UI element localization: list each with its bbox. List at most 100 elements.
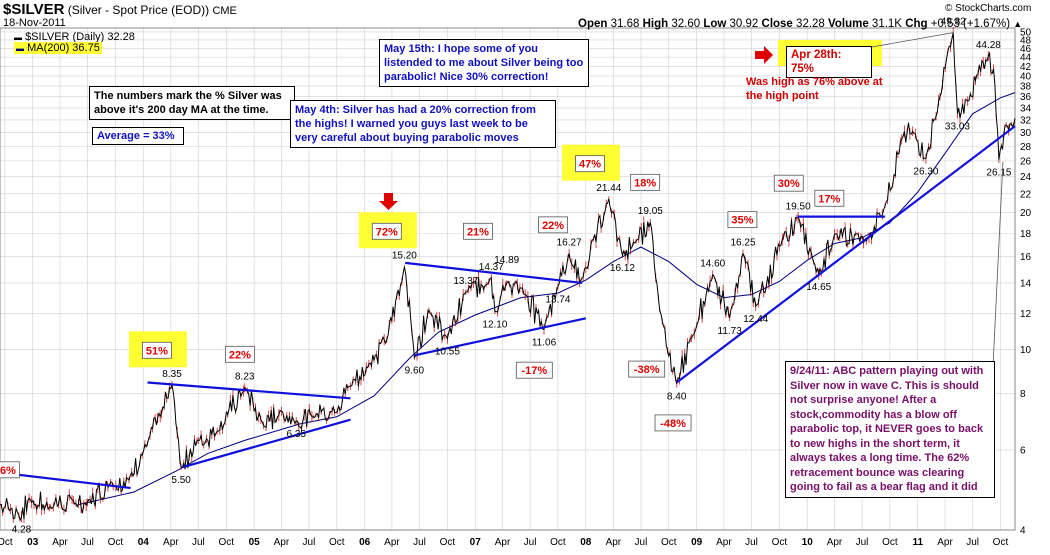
open-value: 31.68 (610, 18, 640, 30)
pct-label-box (538, 216, 568, 234)
price-label: 14.65 (806, 282, 831, 293)
y-tick-label: 20 (1020, 208, 1032, 219)
x-tick-label: Oct (882, 537, 898, 548)
pct-label: -17% (521, 365, 547, 377)
x-tick-label: 06 (359, 537, 371, 548)
trendline (405, 261, 583, 285)
symbol-name: (Silver - Spot Price (EOD)) (67, 3, 210, 17)
price-label: 21.44 (596, 183, 621, 194)
low-value: 30.92 (729, 18, 759, 30)
pct-label: 21% (467, 226, 489, 238)
pct-label: 22% (542, 220, 564, 232)
y-tick-label: 18 (1020, 229, 1032, 240)
x-tick-label: Oct (993, 537, 1009, 548)
x-tick-label: Jul (856, 537, 869, 548)
y-tick-label: 42 (1020, 62, 1032, 73)
pct-label-box (814, 189, 845, 207)
x-tick-label: Apr (606, 537, 622, 548)
price-label: 12.10 (482, 320, 507, 331)
pct-label: -38% (634, 364, 660, 376)
pct-label-box (630, 173, 661, 191)
pct-label: 35% (731, 215, 753, 227)
trendline (0, 471, 131, 490)
price-label: 19.05 (638, 206, 663, 217)
y-tick-label: 14 (1020, 278, 1032, 289)
x-tick-label: Oct (108, 537, 124, 548)
x-tick-label: 08 (580, 537, 592, 548)
note-average: Average = 33% (92, 127, 184, 145)
volume-value: 31.1K (871, 18, 902, 30)
note-may15: May 15th: I hope some of you listended t… (379, 39, 589, 87)
price-label: 5.50 (171, 475, 191, 486)
pct-label: -48% (660, 418, 686, 430)
y-tick-label: 30 (1020, 128, 1032, 139)
price-label: 26.15 (986, 168, 1011, 179)
legend-price: ▬ $SILVER (Daily) 32.28 (14, 31, 135, 43)
trendline (182, 418, 351, 469)
x-tick-label: Apr (163, 537, 179, 548)
x-tick-label: Oct (329, 537, 345, 548)
x-tick-label: Apr (495, 537, 511, 548)
price-label: 12.44 (743, 314, 768, 325)
y-tick-label: 22 (1020, 189, 1032, 200)
volume-label: Volume (828, 18, 869, 30)
y-tick-label: 24 (1020, 172, 1032, 183)
price-label: 19.50 (786, 202, 811, 213)
legend-ma: ▬ MA(200) 36.75 (14, 42, 102, 54)
trendline (147, 381, 351, 400)
pct-label-box (224, 345, 255, 363)
y-tick-label: 36 (1020, 92, 1032, 103)
pct-label: 16% (0, 465, 16, 477)
x-tick-label: Jul (524, 537, 537, 548)
price-label: 8.23 (235, 372, 255, 383)
trendline (676, 125, 1016, 384)
note-apr28: Apr 28th: 75% (786, 46, 872, 78)
price-label: 16.25 (730, 238, 755, 249)
y-tick-label: 48 (1020, 35, 1032, 46)
pct-label-box (727, 211, 758, 229)
x-tick-label: Jul (966, 537, 979, 548)
price-label: 44.28 (976, 40, 1001, 51)
note-may4: May 4th: Silver has had a 20% correction… (290, 100, 556, 148)
x-tick-label: Oct (772, 537, 788, 548)
x-tick-label: 11 (912, 537, 923, 548)
x-tick-label: Apr (52, 537, 68, 548)
high-value: 32.60 (671, 18, 701, 30)
high-label: High (642, 18, 669, 30)
pct-label-box (463, 222, 493, 240)
y-tick-label: 32 (1020, 115, 1032, 126)
trendline (414, 317, 587, 357)
x-tick-label: 04 (138, 537, 150, 548)
y-tick-label: 26 (1020, 156, 1032, 167)
y-tick-label: 38 (1020, 82, 1032, 93)
price-label: 16.12 (610, 263, 635, 274)
x-tick-label: Jul (745, 537, 758, 548)
y-tick-label: 4 (1020, 526, 1026, 537)
price-legend-icon: ▬ (14, 33, 22, 42)
price-label: 13.74 (545, 295, 570, 306)
ma-legend-icon: ▬ (16, 44, 24, 53)
x-tick-label: Oct (0, 537, 13, 548)
x-tick-label: Jul (303, 537, 316, 548)
pct-label: 17% (818, 193, 840, 205)
price-label: 14.60 (700, 259, 725, 270)
y-tick-label: 6 (1020, 446, 1026, 457)
y-tick-label: 8 (1020, 389, 1026, 400)
x-tick-label: Jul (635, 537, 648, 548)
y-tick-label: 10 (1020, 345, 1032, 356)
price-label: 16.27 (557, 237, 582, 248)
pct-label: 18% (634, 177, 656, 189)
x-tick-label: Jul (192, 537, 205, 548)
pct-label-box (141, 341, 172, 359)
pct-label-box (628, 360, 666, 378)
x-tick-label: Apr (716, 537, 732, 548)
pct-label-box (654, 414, 692, 432)
x-tick-label: 09 (691, 537, 703, 548)
legend-ma-label: MA(200) 36.75 (27, 42, 100, 54)
x-tick-label: Apr (274, 537, 290, 548)
y-tick-label: 16 (1020, 252, 1032, 263)
price-label: 14.37 (479, 262, 504, 273)
note-abc-pattern: 9/24/11: ABC pattern playing out with Si… (785, 361, 995, 498)
callout-connector (992, 161, 1004, 367)
x-tick-label: 05 (249, 537, 261, 548)
